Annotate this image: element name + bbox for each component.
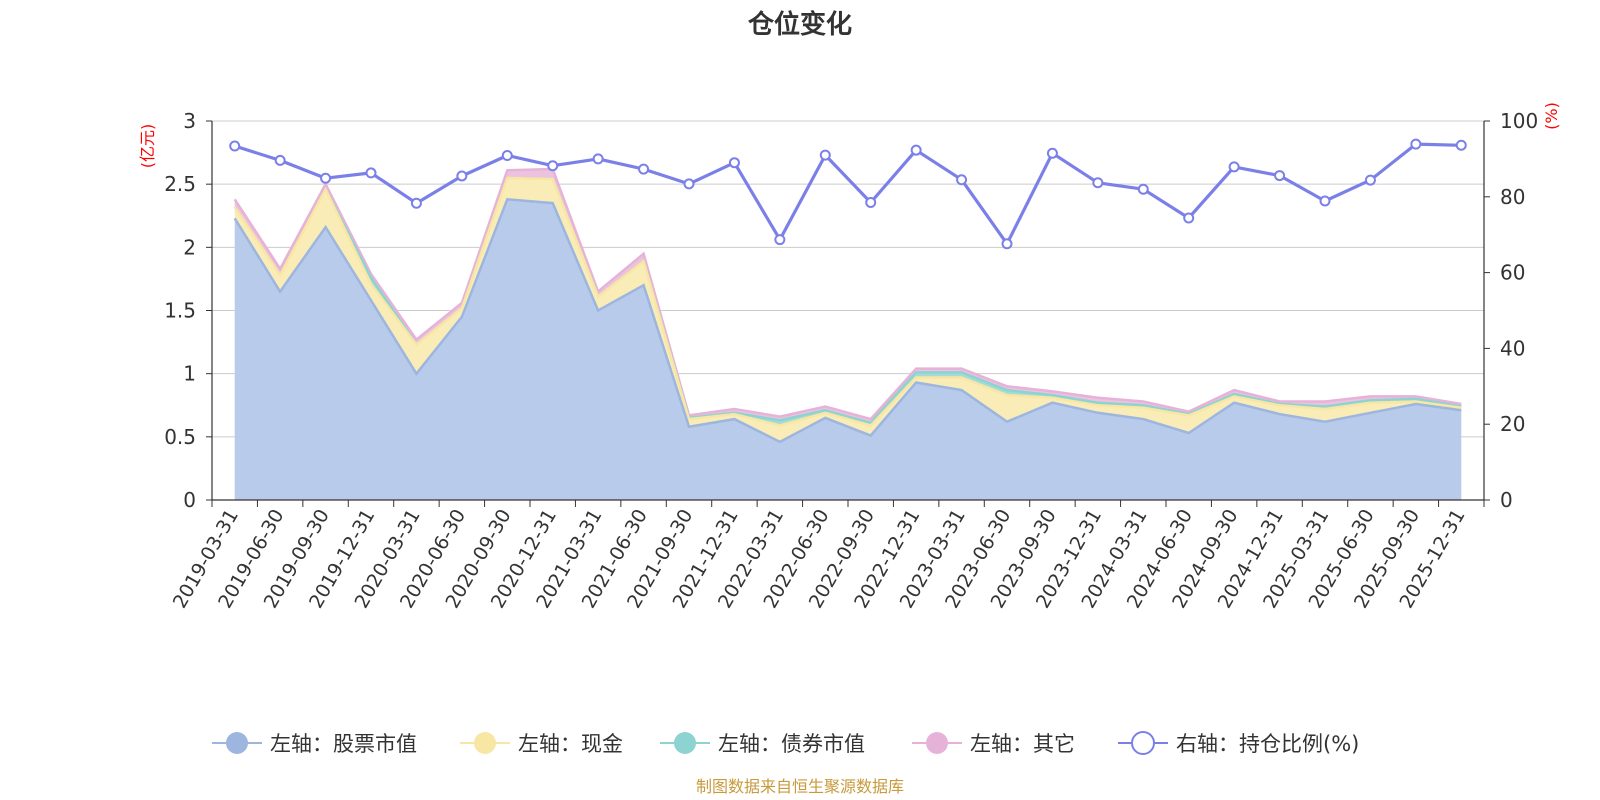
ratio-point [456, 170, 468, 182]
legend-swatch-marker [474, 732, 496, 754]
ratio-point [1228, 161, 1240, 173]
ratio-point [592, 153, 604, 165]
area-1 [234, 177, 1462, 442]
area-0 [234, 199, 1462, 501]
ratio-point [728, 157, 740, 169]
ratio-point [1137, 183, 1149, 195]
legend: 左轴：股票市值 左轴：现金 左轴：债券市值 左轴：其它 右轴：持仓比例(%) [212, 731, 1359, 756]
ratio-point [1410, 138, 1422, 150]
right-axis-tick-label: 40 [1500, 336, 1525, 360]
ratio-point [819, 149, 831, 161]
left-axis-unit: (亿元) [138, 124, 157, 169]
data-source-note: 制图数据来自恒生聚源数据库 [696, 777, 904, 796]
position-ratio-line [229, 138, 1467, 250]
area-edge-1 [233, 176, 1462, 427]
right-axis-tick-label: 0 [1500, 488, 1513, 512]
ratio-point [1001, 238, 1013, 250]
legend-swatch-marker [674, 732, 696, 754]
ratio-point [1274, 170, 1286, 182]
ratio-point [683, 178, 695, 190]
legend-swatch-marker [1131, 731, 1155, 755]
left-axis-tick-label: 0.5 [164, 425, 196, 449]
legend-item-label: 左轴：其它 [970, 732, 1075, 756]
left-axis-tick-label: 1.5 [164, 299, 196, 323]
ratio-point [638, 163, 650, 175]
ratio-point [501, 149, 513, 161]
ratio-point [410, 197, 422, 209]
ratio-point [547, 160, 559, 172]
left-axis-tick-label: 2 [183, 235, 196, 259]
left-axis-tick-label: 2.5 [164, 172, 196, 196]
legend-swatch-marker [226, 732, 248, 754]
ratio-point [1319, 195, 1331, 207]
left-axis-tick-label: 0 [183, 488, 196, 512]
left-axis-tick-label: 3 [183, 109, 196, 133]
left-axis-tick-label: 1 [183, 362, 196, 386]
ratio-point [1455, 139, 1467, 151]
legend-item-label: 左轴：股票市值 [270, 732, 417, 756]
ratio-point [320, 172, 332, 184]
ratio-point [1183, 212, 1195, 224]
chart-title: 仓位变化 [747, 9, 852, 40]
right-axis-tick-label: 100 [1500, 109, 1538, 133]
ratio-point [274, 154, 286, 166]
ratio-point [365, 167, 377, 179]
legend-swatch-marker [926, 732, 948, 754]
ratio-point [865, 196, 877, 208]
ratio-point [229, 140, 241, 152]
right-axis-tick-label: 60 [1500, 261, 1525, 285]
legend-item-label: 左轴：现金 [518, 732, 623, 756]
right-axis-tick-label: 20 [1500, 412, 1525, 436]
ratio-point [1046, 147, 1058, 159]
ratio-point [1364, 174, 1376, 186]
ratio-line-path [234, 142, 1462, 246]
ratio-point [956, 174, 968, 186]
ratio-point [910, 144, 922, 156]
legend-item-label: 右轴：持仓比例(%) [1176, 732, 1359, 756]
area-edge-3 [233, 167, 1462, 421]
ratio-point [774, 234, 786, 246]
stacked-areas [233, 167, 1462, 501]
ratio-point [1092, 177, 1104, 189]
area-edge-0 [233, 197, 1462, 444]
right-axis-tick-label: 80 [1500, 185, 1525, 209]
legend-item-label: 左轴：债券市值 [718, 732, 865, 756]
right-axis-unit: (%) [1542, 102, 1561, 130]
